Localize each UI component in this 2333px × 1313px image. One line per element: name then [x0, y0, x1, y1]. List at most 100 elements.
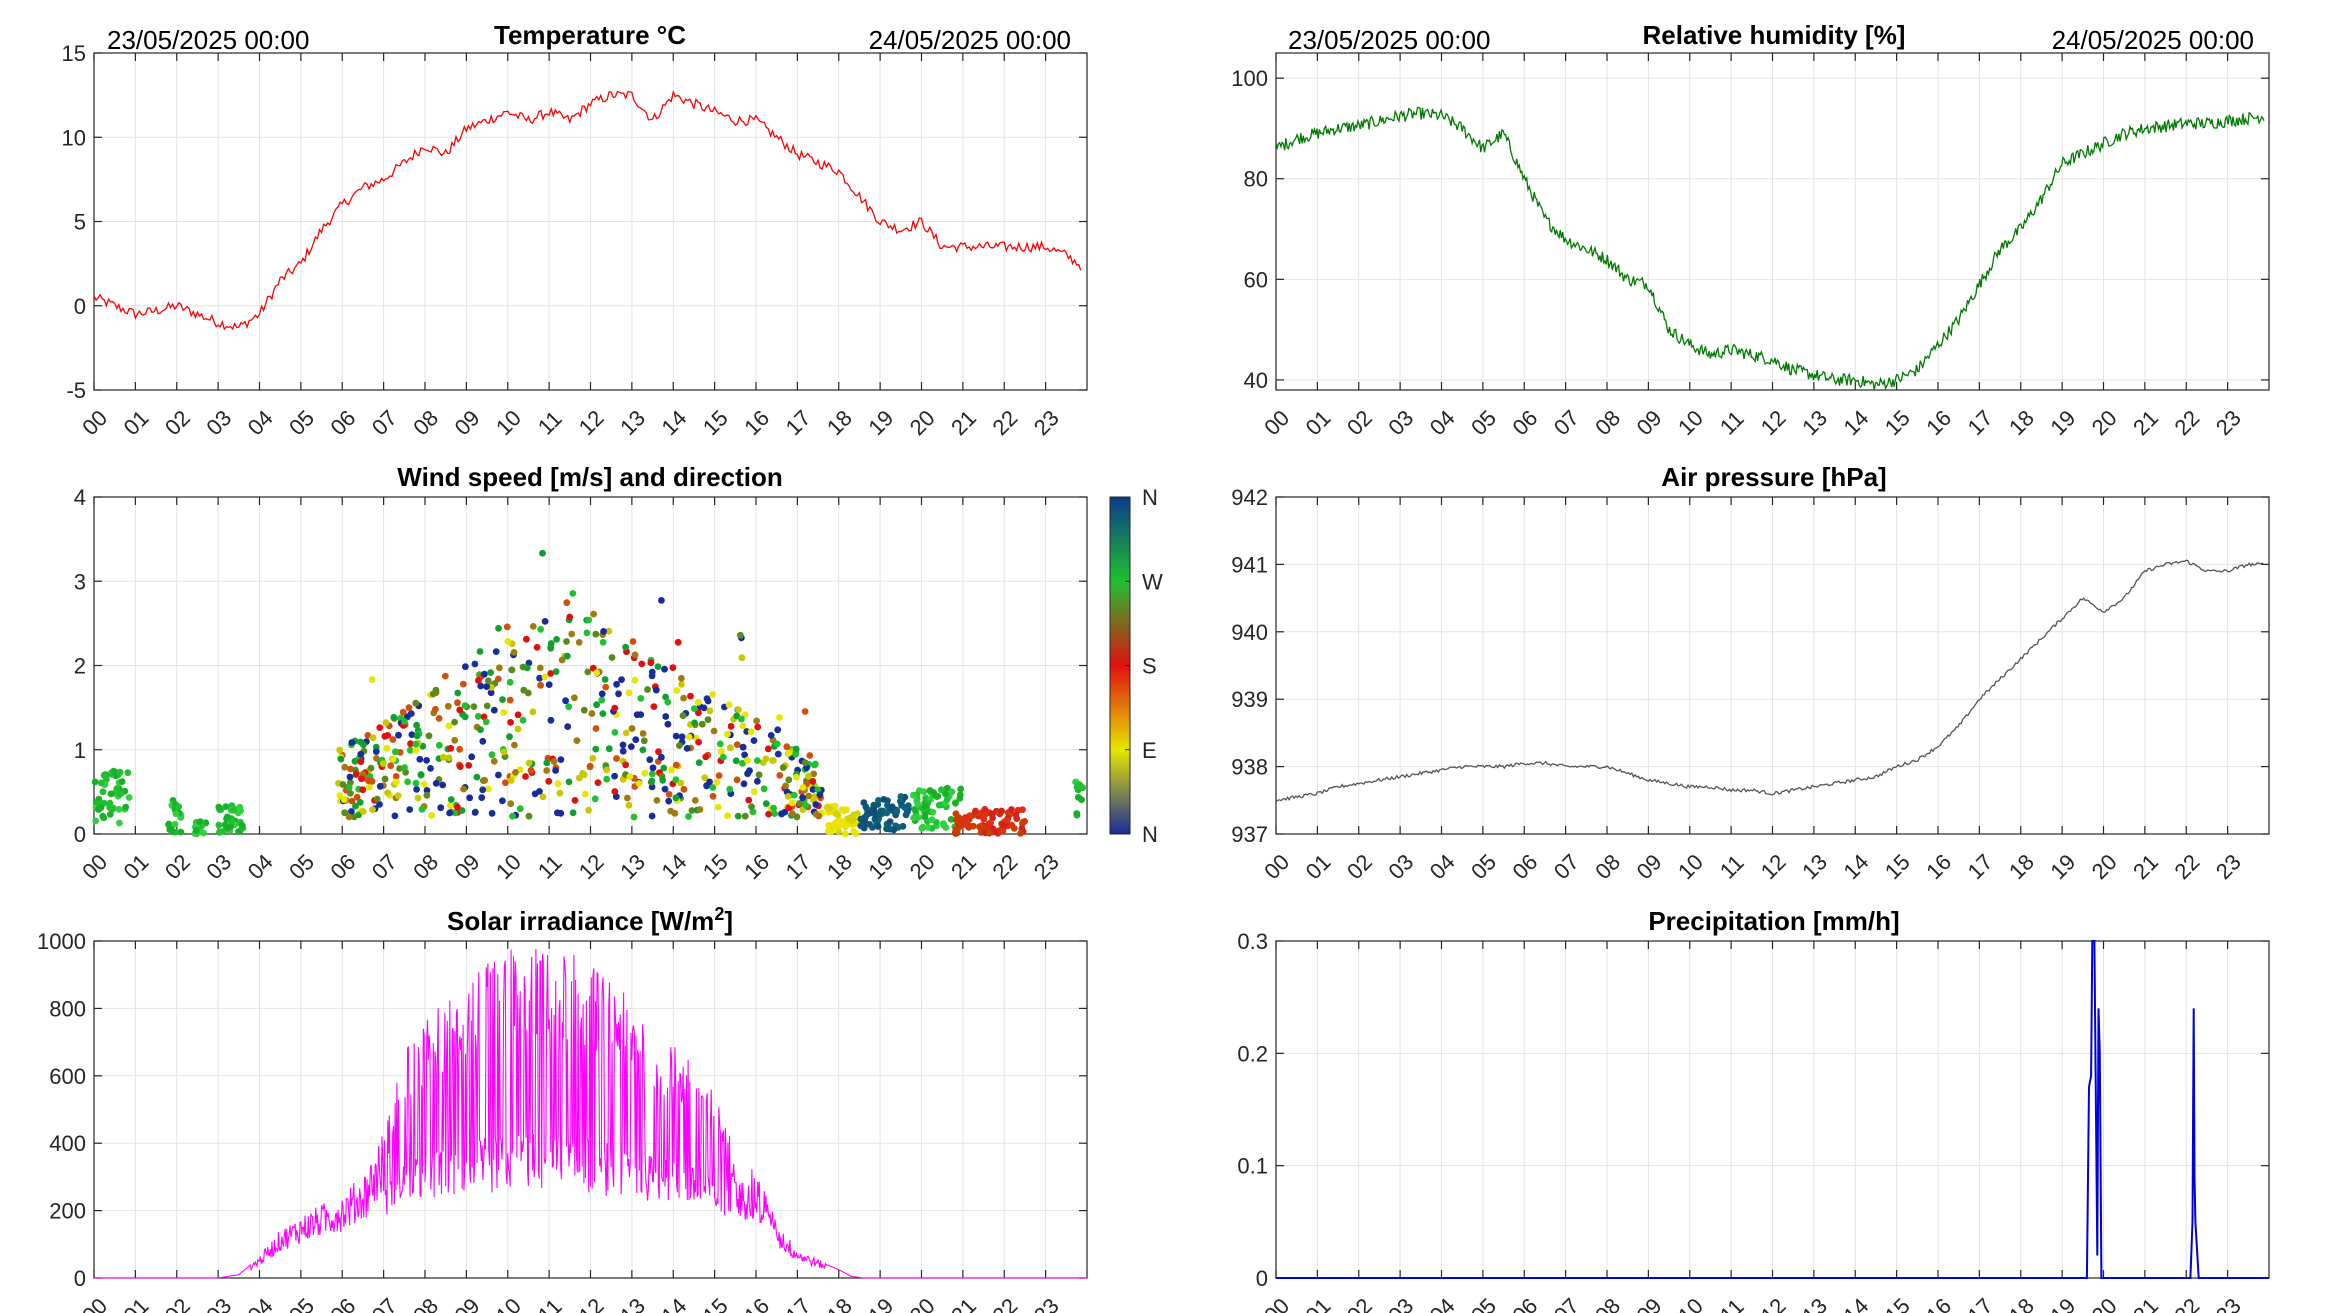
wind-point: [640, 737, 648, 745]
wind-point: [475, 677, 482, 684]
wind-point: [631, 676, 639, 684]
temperature-xtick-label: 09: [450, 405, 485, 440]
pressure-ytick-label: 941: [1231, 552, 1268, 577]
wind-point: [709, 792, 717, 800]
wind-point: [921, 803, 929, 810]
wind-point: [921, 812, 929, 820]
precipitation-xtick-label: 09: [1632, 1293, 1667, 1313]
wind-point: [785, 776, 793, 784]
precipitation-xtick-label: 08: [1590, 1293, 1625, 1313]
humidity-ytick-label: 60: [1244, 267, 1268, 292]
wind-point: [420, 781, 428, 788]
wind-point: [437, 804, 445, 812]
precipitation-xtick-label: 00: [1259, 1293, 1294, 1313]
wind-point: [739, 722, 747, 730]
humidity-xtick-label: 20: [2087, 405, 2122, 440]
wind-point: [952, 799, 959, 807]
wind-xtick-label: 23: [1029, 849, 1064, 884]
wind-point: [219, 828, 226, 835]
wind-point: [769, 757, 776, 764]
solar-ytick-label: 0: [74, 1266, 86, 1291]
wind-xtick-label: 01: [119, 849, 154, 884]
wind-point: [600, 628, 607, 635]
wind-point: [625, 801, 633, 809]
solar-series-line: [94, 948, 1087, 1279]
wind-point: [592, 630, 600, 638]
temperature-start-date: 23/05/2025 00:00: [107, 25, 309, 55]
wind-point: [713, 778, 721, 786]
wind-point: [345, 813, 353, 821]
wind-xtick-label: 18: [822, 849, 857, 884]
wind-point: [110, 804, 117, 812]
wind-point: [716, 740, 724, 748]
wind-point: [537, 681, 544, 689]
wind-point: [502, 779, 509, 787]
wind-xtick-label: 20: [905, 849, 940, 884]
temperature-chart: 23/05/2025 00:00 Temperature °C 24/05/20…: [62, 20, 1088, 440]
wind-point: [989, 825, 997, 832]
wind-point: [738, 715, 745, 723]
pressure-xtick-label: 14: [1838, 849, 1873, 884]
wind-point: [902, 811, 910, 819]
wind-point: [177, 828, 185, 836]
wind-point: [558, 656, 566, 664]
wind-point: [676, 742, 683, 749]
wind-point: [806, 752, 814, 759]
wind-point: [648, 777, 656, 785]
wind-point: [672, 761, 680, 769]
wind-point: [418, 805, 426, 813]
solar-xtick-label: 20: [905, 1293, 940, 1313]
wind-point: [619, 741, 627, 749]
pressure-xtick-label: 01: [1301, 849, 1336, 884]
wind-point: [724, 812, 731, 819]
wind-point: [695, 759, 703, 766]
wind-point: [740, 780, 748, 788]
temperature-xtick-label: 13: [615, 405, 650, 440]
temperature-xtick-label: 16: [739, 405, 774, 440]
precipitation-ytick-label: 0: [1256, 1266, 1268, 1291]
wind-point: [447, 796, 455, 803]
pressure-ytick-label: 939: [1231, 687, 1268, 712]
wind-point: [407, 740, 414, 748]
pressure-title: Air pressure [hPa]: [1661, 462, 1886, 492]
wind-point: [509, 812, 516, 820]
wind-point: [683, 745, 691, 752]
wind-point: [435, 741, 443, 749]
wind-point: [97, 804, 105, 811]
wind-point: [672, 776, 680, 784]
pressure-ytick-label: 937: [1231, 822, 1268, 847]
wind-point: [613, 680, 620, 688]
humidity-xtick-label: 12: [1756, 405, 1791, 440]
humidity-xtick-label: 03: [1383, 405, 1418, 440]
wind-point: [688, 807, 696, 814]
wind-point: [812, 801, 820, 808]
humidity-ytick-label: 100: [1231, 66, 1268, 91]
humidity-xtick-label: 19: [2045, 405, 2080, 440]
wind-point: [439, 753, 447, 761]
precipitation-xtick-label: 13: [1797, 1293, 1832, 1313]
wind-point: [379, 760, 387, 768]
wind-point: [481, 670, 488, 678]
wind-point: [478, 794, 486, 801]
solar-xtick-label: 03: [201, 1293, 236, 1313]
wind-ytick-label: 0: [74, 822, 86, 847]
wind-point: [507, 777, 515, 784]
wind-point: [810, 770, 818, 778]
wind-point: [825, 821, 833, 829]
pressure-xtick-label: 12: [1756, 849, 1791, 884]
wind-point: [737, 631, 744, 639]
wind-point: [336, 746, 344, 754]
temperature-xtick-label: 20: [905, 405, 940, 440]
wind-point: [654, 663, 662, 670]
wind-point: [405, 704, 413, 712]
wind-point: [412, 746, 420, 754]
precipitation-xtick-label: 22: [2169, 1293, 2204, 1313]
wind-point: [404, 778, 411, 786]
temperature-series-line: [93, 89, 1082, 331]
wind-point: [796, 800, 804, 807]
wind-point: [550, 758, 558, 765]
pressure-xtick-label: 09: [1632, 849, 1667, 884]
temperature-xtick-label: 19: [863, 405, 898, 440]
solar-xtick-label: 23: [1029, 1293, 1064, 1313]
wind-point: [350, 813, 358, 821]
